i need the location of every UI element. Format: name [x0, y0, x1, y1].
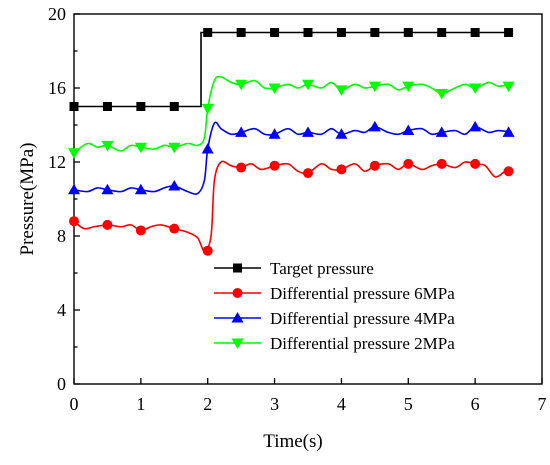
legend-marker [231, 312, 244, 323]
x-tick-label: 6 [471, 394, 480, 414]
data-point [269, 160, 280, 171]
legend: Target pressure Differential pressure 6MP… [214, 259, 455, 353]
x-tick-label: 5 [404, 394, 413, 414]
data-point [68, 183, 80, 195]
data-point [436, 158, 447, 169]
axis-ticks [73, 13, 543, 385]
data-point [134, 142, 147, 154]
series-line [74, 31, 512, 108]
legend-entry: Differential pressure 6MPa [214, 284, 455, 303]
data-point [335, 128, 348, 139]
series-layer [68, 28, 515, 256]
x-tick-label: 0 [70, 394, 79, 414]
legend-marker [232, 288, 243, 298]
y-tick-label: 16 [48, 78, 66, 98]
x-tick-label: 7 [538, 394, 547, 414]
data-point [169, 102, 179, 111]
data-point [201, 103, 214, 115]
data-point [235, 79, 248, 91]
y-tick-label: 4 [57, 300, 66, 320]
data-point [402, 124, 415, 136]
data-point [437, 28, 447, 37]
y-tick-label: 20 [48, 4, 66, 24]
data-point [236, 28, 246, 37]
legend-entry: Differential pressure 2MPa [214, 334, 455, 353]
data-point [168, 142, 181, 154]
legend-entry: Target pressure [214, 259, 374, 278]
data-point [236, 162, 247, 173]
data-point [469, 83, 482, 94]
series-1 [69, 28, 514, 111]
data-point [303, 168, 313, 179]
data-point [435, 126, 448, 137]
data-point [135, 225, 146, 236]
data-point [69, 102, 79, 111]
data-point [203, 28, 213, 37]
y-tick-label: 0 [57, 374, 66, 394]
plot-border [73, 13, 543, 385]
data-point [336, 28, 346, 37]
data-point [502, 126, 515, 137]
data-point [403, 158, 414, 169]
x-tick-label: 3 [270, 394, 279, 414]
x-tick-label: 4 [337, 394, 346, 414]
data-point [402, 81, 415, 93]
data-point [435, 89, 448, 100]
data-point [169, 223, 180, 234]
data-point [68, 148, 80, 159]
data-point [302, 126, 314, 137]
data-point [302, 79, 314, 91]
data-point [504, 28, 514, 37]
data-point [101, 183, 114, 195]
y-tick-label: 8 [57, 226, 66, 246]
legend-label: Differential pressure 6MPa [270, 284, 455, 303]
data-point [470, 28, 480, 37]
data-point [168, 180, 181, 191]
data-point [268, 128, 281, 139]
x-axis-title: Time(s) [263, 431, 322, 452]
data-point [336, 164, 347, 175]
data-point [369, 160, 380, 171]
data-point [136, 102, 146, 111]
data-point [368, 81, 381, 93]
data-point [403, 28, 413, 37]
data-point [101, 140, 114, 152]
series-line [73, 75, 513, 154]
series-4 [68, 75, 515, 159]
data-point [335, 85, 348, 96]
y-axis-title: Pressure(MPa) [17, 143, 38, 256]
data-point [503, 166, 514, 177]
legend-entry: Differential pressure 4MPa [214, 309, 455, 328]
data-point [303, 28, 313, 37]
legend-label: Differential pressure 4MPa [270, 309, 455, 328]
plot-frame [73, 13, 543, 385]
legend-label: Target pressure [270, 259, 374, 278]
data-point [270, 28, 280, 37]
series-3 [68, 120, 515, 195]
data-point [201, 143, 214, 154]
data-point [368, 120, 381, 132]
legend-marker [233, 263, 242, 273]
series-line [73, 121, 513, 195]
data-point [102, 219, 113, 230]
data-point [134, 183, 147, 195]
x-tick-label: 1 [136, 394, 145, 414]
data-point [469, 120, 482, 132]
x-tick-label: 2 [203, 394, 212, 414]
y-tick-label: 12 [48, 152, 66, 172]
data-point [502, 81, 515, 93]
series-2 [69, 158, 514, 256]
data-point [268, 83, 281, 94]
data-point [235, 126, 248, 137]
data-point [102, 102, 112, 111]
data-point [370, 28, 380, 37]
legend-label: Differential pressure 2MPa [270, 334, 455, 353]
series-line [73, 160, 513, 252]
data-point [69, 216, 79, 227]
data-point [202, 245, 213, 256]
legend-marker [231, 338, 244, 349]
data-point [470, 158, 481, 169]
